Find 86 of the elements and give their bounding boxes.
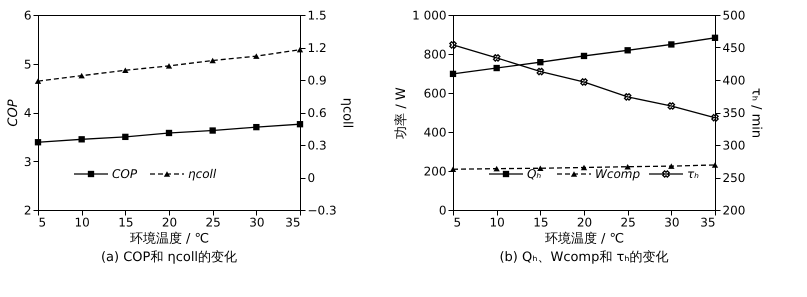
point <box>580 164 588 170</box>
legend-label: Wcomp <box>595 167 640 181</box>
y2-tick-label: 0 <box>308 171 316 185</box>
y-tick-label: 400 <box>424 126 446 140</box>
legend-label: ηcoll <box>188 167 217 181</box>
point <box>494 166 500 172</box>
y-tick-label: 600 <box>424 86 446 100</box>
y2-tick-label: 400 <box>722 74 746 88</box>
x-tick-label: 35 <box>700 216 716 230</box>
point <box>78 136 85 142</box>
x-tick-label: 10 <box>74 216 90 230</box>
x-tick-label: 20 <box>162 216 178 230</box>
x-tick-label: 10 <box>490 216 505 230</box>
y-tick-label: 1 000 <box>412 8 446 22</box>
y2-tick-label: 450 <box>722 41 746 55</box>
y2-tick-label: 0.3 <box>308 138 327 152</box>
legend-label: Qₕ <box>527 167 542 181</box>
y-tick-label: 0 <box>438 204 446 218</box>
point <box>624 93 632 101</box>
point <box>253 53 260 59</box>
text: (b) Qₕ、Wcomp和 τₕ的变化 <box>499 250 669 265</box>
x-tick-label: 35 <box>285 216 300 230</box>
y2-tick-label: 350 <box>722 106 746 120</box>
point <box>668 102 676 110</box>
y-tick-label: 800 <box>424 48 446 62</box>
y-tick-label: 200 <box>424 164 446 178</box>
point <box>210 127 216 134</box>
text: (a) COP和 ηcoll的变化 <box>100 250 238 265</box>
point <box>450 70 456 78</box>
point <box>536 68 544 76</box>
point <box>537 59 544 66</box>
y2-tick-label: 200 <box>722 204 746 218</box>
x-axis-title: 环境温度 / ℃ <box>130 230 210 246</box>
point <box>122 68 128 73</box>
legend-label: τₕ <box>687 167 700 181</box>
point <box>296 121 304 128</box>
legend-label: COP <box>112 167 138 181</box>
point <box>78 72 85 78</box>
x-tick-label: 15 <box>533 216 548 230</box>
y-axis-title: 功率 / W <box>393 87 410 139</box>
x-tick-label: 30 <box>249 216 264 230</box>
point <box>668 41 674 48</box>
y2-tick-label: 250 <box>722 171 746 185</box>
point <box>624 47 631 54</box>
point <box>253 124 260 130</box>
y-tick-label: 6 <box>24 8 32 22</box>
y-tick-label: 5 <box>24 57 32 72</box>
point <box>624 164 631 170</box>
y2-tick-label: 1.2 <box>308 41 327 55</box>
point <box>668 163 674 169</box>
point <box>494 64 500 72</box>
point <box>166 130 172 136</box>
y-axis-title: COP <box>6 99 21 127</box>
x-tick-label: 20 <box>576 216 592 230</box>
point <box>34 78 42 84</box>
point <box>166 63 172 69</box>
point <box>34 139 42 146</box>
y2-tick-label: 500 <box>722 8 746 22</box>
y2-tick-label: 0.9 <box>308 74 327 88</box>
point <box>210 58 216 64</box>
y-tick-label: 2 <box>24 204 32 218</box>
point <box>449 41 457 49</box>
point <box>580 52 588 60</box>
point <box>492 54 500 62</box>
y-tick-label: 4 <box>24 106 32 120</box>
x-tick-label: 15 <box>118 216 134 230</box>
x-tick-label: 25 <box>620 216 636 230</box>
point <box>450 166 456 172</box>
y2-axis-title: τₕ / min <box>748 88 764 138</box>
point <box>296 46 304 52</box>
x-axis-title: 环境温度 / ℃ <box>544 230 624 246</box>
x-tick-label: 5 <box>454 216 462 230</box>
x-tick-label: 25 <box>206 216 221 230</box>
point <box>122 134 128 140</box>
y2-tick-label: 0.6 <box>308 106 327 120</box>
x-tick-label: 5 <box>38 216 46 230</box>
y2-axis-title: ηcoll <box>340 98 355 128</box>
y2-tick-label: −0.3 <box>308 204 337 218</box>
x-tick-label: 30 <box>664 216 680 230</box>
point <box>580 78 588 86</box>
point <box>712 34 718 41</box>
y2-tick-label: 1.5 <box>308 8 327 22</box>
point <box>711 114 719 122</box>
point <box>712 162 718 168</box>
y-tick-label: 3 <box>24 154 32 169</box>
y2-tick-label: 300 <box>722 138 746 152</box>
